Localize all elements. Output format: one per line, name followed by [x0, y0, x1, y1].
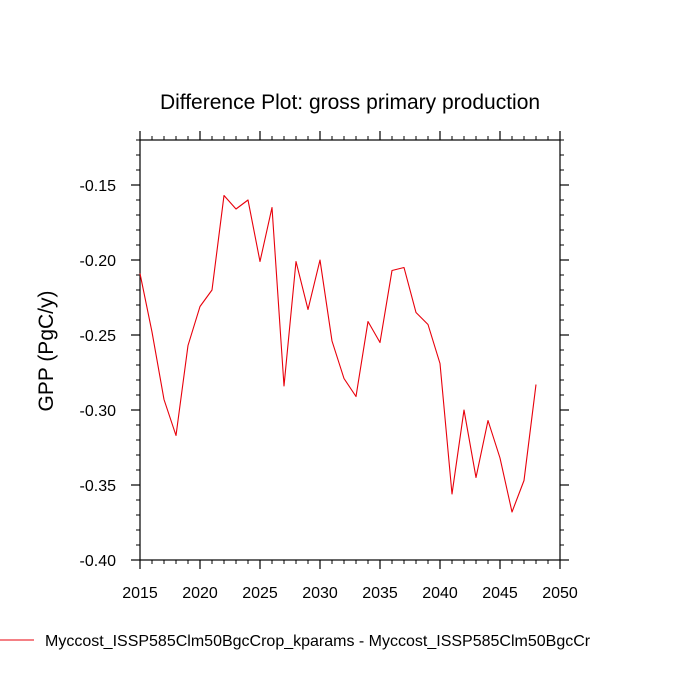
x-tick-label: 2050: [542, 585, 578, 602]
x-tick-label: 2020: [182, 585, 218, 602]
x-tick-label: 2045: [482, 585, 518, 602]
series-line: [139, 194, 537, 513]
plot-border: [139, 139, 561, 561]
y-tick-label: -0.30: [80, 403, 117, 420]
legend: Myccost_ISSP585Clm50BgcCrop_kparams - My…: [0, 633, 591, 650]
plot-frame: [139, 139, 561, 561]
chart-title: Difference Plot: gross primary productio…: [160, 91, 540, 114]
y-tick-label: -0.25: [80, 328, 117, 345]
x-tick-label: 2030: [302, 585, 338, 602]
series-layer: [139, 194, 537, 513]
y-tick-label: -0.20: [80, 253, 117, 270]
y-tick-label: -0.40: [80, 553, 117, 570]
x-tick-label: 2015: [122, 585, 158, 602]
y-tick-label: -0.35: [80, 478, 117, 495]
x-tick-label: 2040: [422, 585, 458, 602]
x-tick-label: 2035: [362, 585, 398, 602]
x-axis: 2015 2020 2025 2030 2035 2040 2045 2050: [122, 131, 578, 602]
y-axis-label: GPP (PgC/y): [35, 291, 58, 412]
y-axis: -0.40 -0.35 -0.30 -0.25 -0.20 -0.15: [80, 139, 569, 570]
legend-label: Myccost_ISSP585Clm50BgcCrop_kparams - My…: [45, 633, 591, 650]
y-tick-label: -0.15: [80, 178, 117, 195]
x-tick-label: 2025: [242, 585, 278, 602]
